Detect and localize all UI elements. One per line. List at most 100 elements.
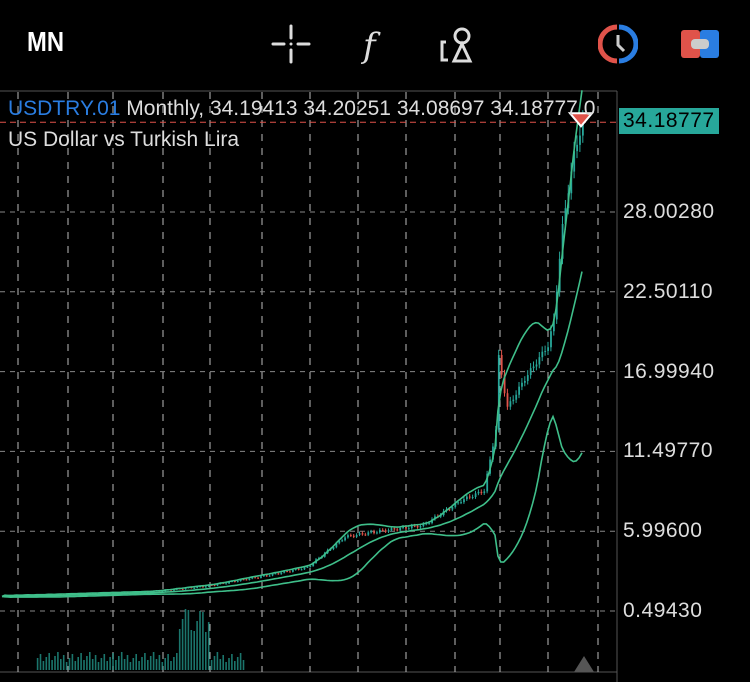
candle-body xyxy=(387,530,390,532)
candle-body xyxy=(576,144,578,152)
toolbar: MN f xyxy=(0,0,750,88)
volume-bar xyxy=(54,656,56,670)
volume-bar xyxy=(74,661,77,670)
volume-bar xyxy=(135,654,137,670)
candle-body xyxy=(335,543,338,548)
candle-body xyxy=(248,578,251,581)
candle-body xyxy=(553,319,555,332)
candle-body xyxy=(497,354,500,430)
candle-body xyxy=(503,374,506,394)
candle-body xyxy=(399,527,402,531)
volume-bar xyxy=(199,611,201,670)
candle-body xyxy=(193,588,196,590)
candle-body xyxy=(500,354,503,375)
candle-body xyxy=(294,568,297,570)
candle-body xyxy=(271,573,274,576)
candle-body xyxy=(471,497,474,499)
candle-body xyxy=(361,533,364,535)
bollinger-middle-band xyxy=(1,271,583,598)
volume-bar xyxy=(167,654,169,670)
volume-value: 0 xyxy=(583,97,596,120)
volume-bar xyxy=(187,610,190,670)
function-icon[interactable]: f xyxy=(355,24,395,64)
objects-icon[interactable] xyxy=(438,24,478,64)
timeframe-button[interactable]: MN xyxy=(27,26,65,57)
volume-bar xyxy=(173,657,175,670)
volume-bar xyxy=(164,658,166,670)
candle-body xyxy=(196,586,199,589)
candle-body xyxy=(263,575,265,577)
volume-bar xyxy=(193,631,195,670)
period: Monthly, xyxy=(126,97,205,120)
volume-bar xyxy=(210,660,213,670)
high-value: 34.20251 xyxy=(303,97,391,120)
volume-bar xyxy=(48,653,50,670)
candle-body xyxy=(405,526,407,529)
volume-bar xyxy=(190,630,193,670)
candle-body xyxy=(413,525,416,527)
candle-body xyxy=(216,584,219,586)
volume-bar xyxy=(181,619,184,670)
volume-bar xyxy=(207,622,210,670)
volume-bar xyxy=(103,654,106,670)
volume-bar xyxy=(62,655,65,670)
volume-bar xyxy=(80,653,82,670)
candle-body xyxy=(448,509,451,511)
chart-header: USDTRY.01 Monthly, 34.19413 34.20251 34.… xyxy=(8,97,595,121)
volume-bar xyxy=(106,661,108,670)
candle-body xyxy=(402,526,404,528)
open-value: 34.19413 xyxy=(209,97,298,120)
candle-body xyxy=(451,506,454,510)
candle-body xyxy=(466,496,468,500)
symbol-name[interactable]: USDTRY.01 xyxy=(8,97,121,120)
one-click-trading-icon[interactable] xyxy=(680,24,720,64)
close-value: 34.18777 xyxy=(490,97,578,120)
candle-body xyxy=(390,528,393,531)
price-axis-label: 0.49430 xyxy=(623,599,703,622)
candle-body xyxy=(529,368,532,376)
candle-body xyxy=(538,357,541,365)
candle-body xyxy=(355,534,358,537)
candle-body xyxy=(370,531,373,533)
candle-body xyxy=(289,571,291,573)
price-axis-label: 11.49770 xyxy=(623,439,714,463)
volume-bar xyxy=(132,658,135,670)
clock-icon[interactable] xyxy=(598,24,638,64)
price-axis-label: 5.99600 xyxy=(623,519,703,543)
candle-body xyxy=(384,530,387,532)
volume-bar xyxy=(112,653,114,670)
volume-bar xyxy=(123,659,126,670)
candle-body xyxy=(257,577,259,579)
candle-body xyxy=(367,532,370,535)
candle-body xyxy=(358,533,361,535)
crosshair-icon[interactable] xyxy=(271,24,311,64)
candle-body xyxy=(524,380,526,383)
price-axis-label: 22.50110 xyxy=(623,279,714,303)
candle-body xyxy=(486,473,489,492)
candle-body xyxy=(468,496,471,498)
volume-bar xyxy=(149,656,152,670)
candle-body xyxy=(521,382,523,387)
candle-body xyxy=(579,135,581,145)
volume-bar xyxy=(60,659,62,670)
candle-body xyxy=(280,572,283,575)
candle-body xyxy=(306,566,309,568)
candle-body xyxy=(265,575,268,577)
candle-body xyxy=(526,375,529,381)
volume-bar xyxy=(100,658,103,670)
candle-body xyxy=(210,584,213,586)
volume-bar xyxy=(152,652,155,670)
candle-body xyxy=(173,589,175,591)
volume-bar xyxy=(86,656,88,670)
candle-body xyxy=(393,528,396,530)
candle-body xyxy=(292,569,294,572)
candle-body xyxy=(381,529,384,531)
candle-body xyxy=(199,586,201,588)
volume-bar xyxy=(205,632,207,670)
candle-body xyxy=(561,223,564,259)
candle-body xyxy=(425,523,428,525)
candle-body xyxy=(309,566,312,568)
volume-bar xyxy=(178,629,181,670)
candle-body xyxy=(506,393,509,407)
